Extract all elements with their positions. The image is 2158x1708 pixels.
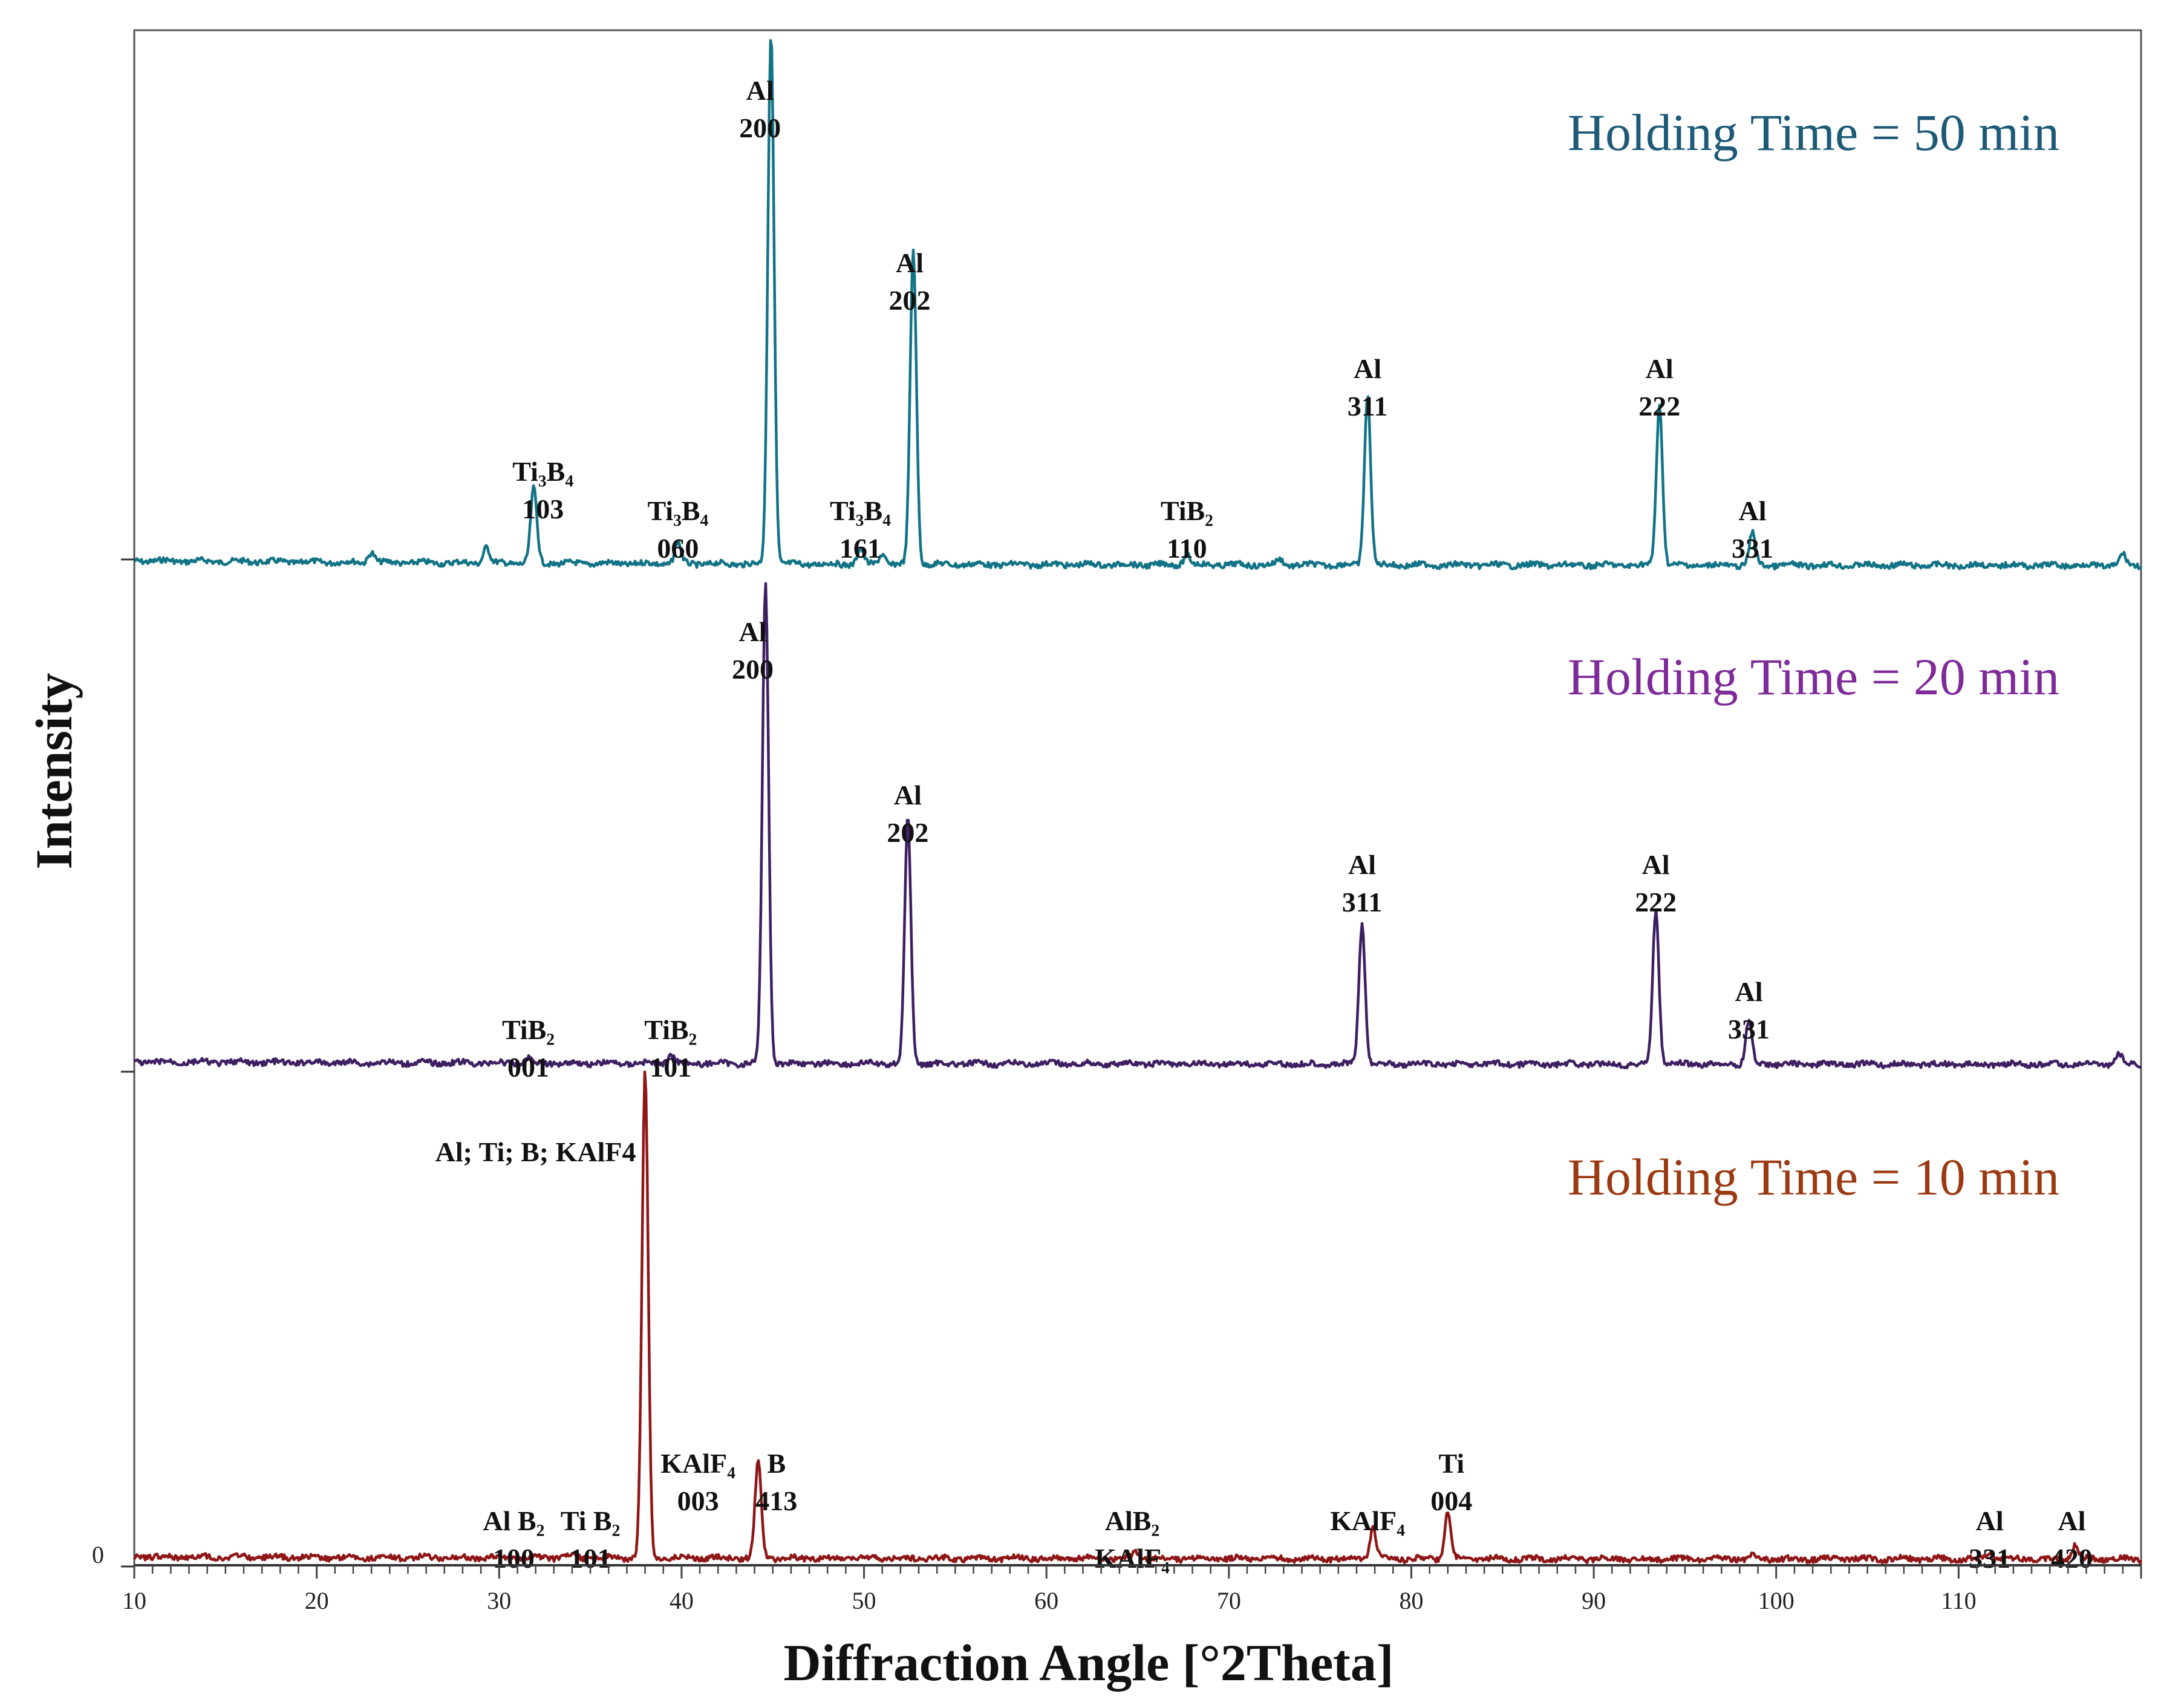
panel-title-20: Holding Time = 20 min [1568,648,2059,706]
peak-label-line: TiB₂ [1161,495,1213,526]
peak-label-line: 331 [1728,1014,1770,1045]
x-axis-title: Diffraction Angle [°2Theta] [784,1634,1394,1692]
peak-label-line: Al [1348,849,1376,880]
peak-label-line: Al [739,616,767,647]
peak-label-line: Al [1976,1505,2004,1536]
peak-label: Al B₂ 100 [483,1505,544,1574]
peak-label-line: 222 [1635,887,1677,918]
peak-label-line: 222 [1638,391,1680,422]
x-tick-label: 40 [670,1587,694,1614]
peak-label-line: 200 [732,654,774,685]
peak-label-line: KAlF₄ [660,1448,735,1479]
x-tick-label: 50 [852,1587,876,1614]
peak-label-line: Al [746,75,774,106]
peak-label-line: Al [1354,353,1381,384]
peak-label-line: 311 [1348,391,1387,422]
peak-label: Al 200 [732,616,774,685]
peak-label-line: Al [896,247,924,278]
peak-label: TiB₂ 110 [1161,495,1213,564]
peak-label-line: 004 [1430,1485,1472,1516]
peak-label: Ti B₂ 101 [561,1505,621,1574]
x-tick-label: 30 [487,1587,511,1614]
peak-label: Al 331 [1728,976,1770,1045]
peak-label-line: 202 [887,817,928,848]
x-tick-label: 70 [1217,1587,1241,1614]
peak-label-line: Al [1739,495,1767,526]
peak-label-line: KAlF₄ [1330,1505,1405,1536]
peak-label-line: Al [1646,353,1674,384]
x-tick-label: 20 [305,1587,329,1614]
peak-label: Al 331 [1732,495,1773,564]
x-tick-label: 60 [1034,1587,1058,1614]
peak-label-line: 200 [739,112,781,143]
peak-label: Al 222 [1635,849,1677,918]
peak-label-line: Al; Ti; B; KAlF4 [435,1136,636,1167]
peak-label: Ti₃B₄ 060 [647,495,708,564]
peak-label-line: Al [2058,1505,2085,1536]
peak-label-line: Al [894,780,922,810]
trace-p20 [133,582,2142,1070]
x-tick-label: 100 [1758,1587,1795,1614]
peak-label: KAlF₄ 003 [660,1448,735,1516]
peak-label-line: 103 [522,494,564,524]
peak-label: Al 331 [1969,1505,2010,1574]
plot-frame [133,29,2142,1565]
peak-label-line: 003 [677,1485,719,1516]
peak-label-line: 331 [1732,533,1773,564]
peak-label-line: TiB₂ [644,1014,697,1045]
panel-title-50: Holding Time = 50 min [1568,103,2059,161]
peak-label-line: B [767,1448,786,1479]
peak-label: Al 222 [1638,353,1680,422]
peak-label: TiB₂ 001 [502,1014,555,1083]
peak-label-line: AlB₂ [1105,1505,1159,1536]
y-axis-title: Intensity [25,673,83,870]
trace-p50 [133,39,2142,571]
peak-label-line: 060 [657,533,699,564]
peak-label-line: Al B₂ [483,1505,544,1536]
peak-label-line: Al [1642,849,1670,880]
peak-label-line: Al [1735,976,1763,1007]
peak-label-line: 202 [889,285,931,316]
peak-label-line: 413 [755,1485,797,1516]
peak-label: TiB₂ 101 [644,1014,697,1083]
peak-label: Al 200 [739,75,781,143]
peak-label-line: 161 [839,533,881,564]
peak-label-line: 101 [650,1052,691,1083]
x-tick-label: 10 [122,1587,146,1614]
x-tick-label: 80 [1399,1587,1423,1614]
peak-label: Al 311 [1342,849,1382,918]
peak-label-line: 001 [507,1052,549,1083]
peak-label: Al 311 [1348,353,1387,422]
peak-label: Ti₃B₄ 103 [512,456,573,524]
peak-label: B 413 [755,1448,797,1516]
peak-label-line: 110 [1167,533,1207,564]
peak-label: KAlF₄ [1330,1505,1405,1536]
peak-label-line: 331 [1969,1543,2010,1574]
peak-label-line: Ti₃B₄ [830,495,891,526]
x-tick-label: 110 [1941,1587,1977,1614]
trace-p10 [133,1071,2143,1565]
peak-label: Ti 004 [1430,1448,1472,1516]
peak-label-line: 311 [1342,887,1382,918]
peak-label-line: Ti₃B₄ [512,456,573,487]
y-tick-label: 0 [92,1541,104,1568]
peak-label: Al 202 [887,780,928,848]
panel-title-10: Holding Time = 10 min [1568,1148,2059,1206]
peak-label-line: Ti B₂ [561,1505,621,1536]
peak-label: Ti₃B₄ 161 [830,495,891,564]
x-tick-label: 90 [1582,1587,1606,1614]
peak-label-line: KAlF₄ [1095,1543,1170,1574]
peak-label-line: Ti₃B₄ [647,495,708,526]
peak-label-line: TiB₂ [502,1014,555,1045]
peak-label: Al 420 [2051,1505,2093,1574]
peak-label: Al 202 [889,247,931,316]
peak-label: Al; Ti; B; KAlF4 [435,1136,636,1167]
peak-label-line: Ti [1438,1448,1464,1479]
peak-label: AlB₂ KAlF₄ [1095,1505,1170,1574]
